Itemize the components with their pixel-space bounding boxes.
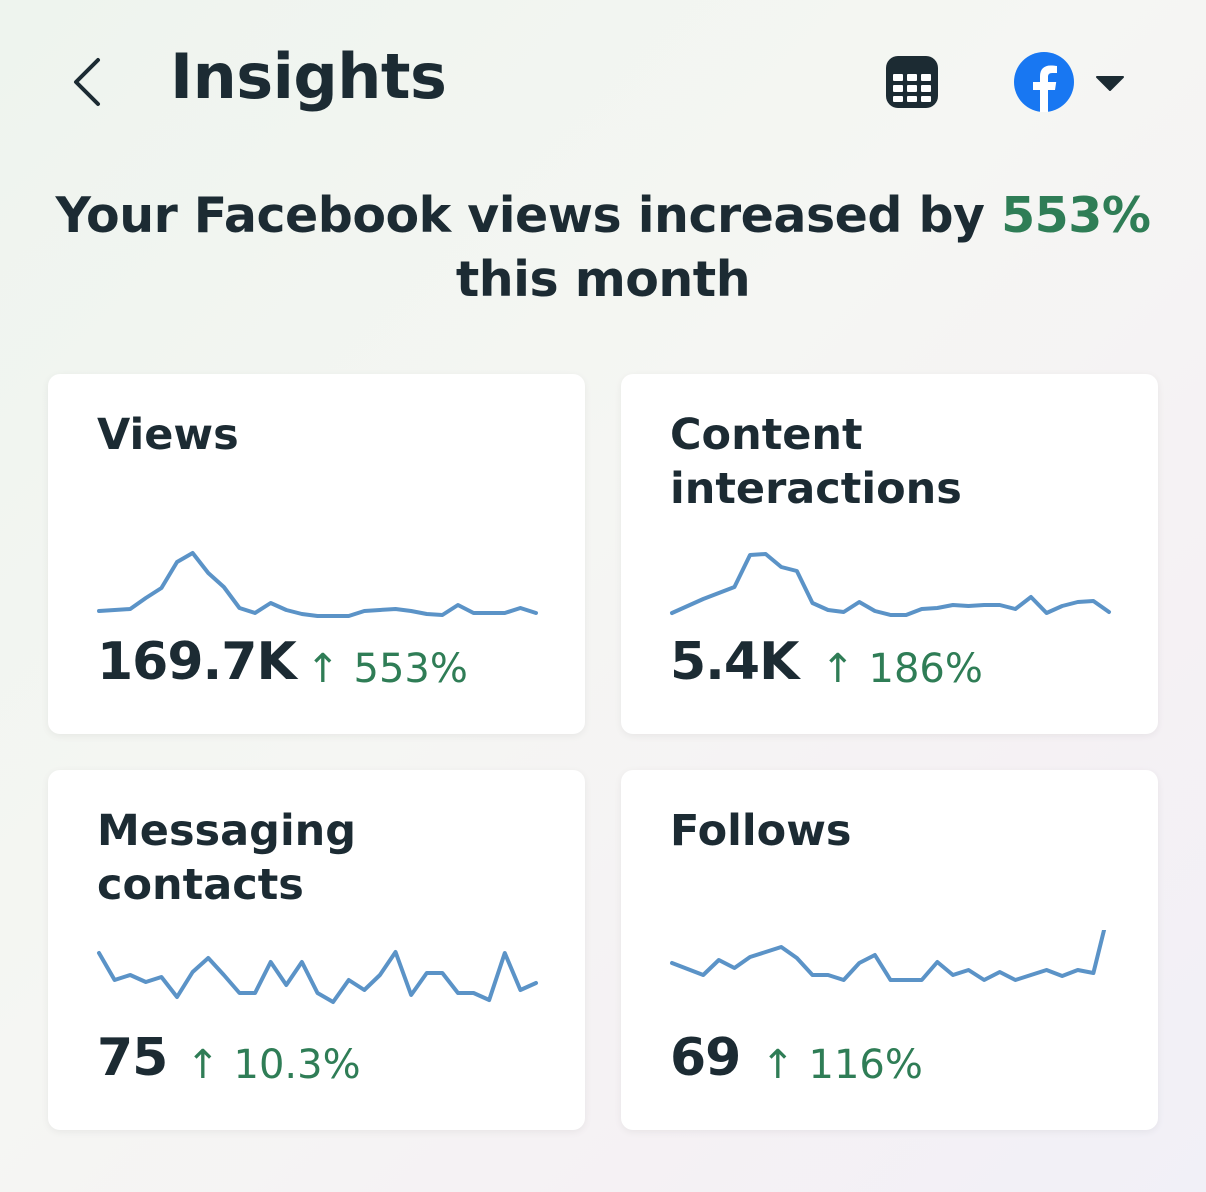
messaging-contacts-card[interactable]: Messaging contacts 75 ↑ 10.3% <box>48 770 585 1130</box>
headline-suffix: this month <box>455 251 751 308</box>
change-percent: 186% <box>868 646 983 692</box>
calendar-button[interactable] <box>884 54 940 110</box>
chevron-left-icon <box>74 58 100 106</box>
arrow-up-icon: ↑ <box>186 1042 220 1088</box>
facebook-icon <box>1014 52 1074 112</box>
card-change: ↑ 553% <box>306 646 468 692</box>
card-change: ↑ 10.3% <box>186 1042 361 1088</box>
sparkline-line <box>670 930 1107 982</box>
content-interactions-sparkline <box>670 552 1111 617</box>
card-value: 75 <box>97 1028 168 1088</box>
arrow-up-icon: ↑ <box>761 1042 795 1088</box>
caret-down-icon <box>1096 76 1124 91</box>
card-title: Views <box>97 410 239 460</box>
change-percent: 10.3% <box>233 1042 361 1088</box>
card-title: Content interactions <box>670 410 962 514</box>
calendar-icon <box>886 56 938 108</box>
views-card[interactable]: Views 169.7K ↑ 553% <box>48 374 585 734</box>
sparkline-line <box>97 950 538 1004</box>
card-title: Messaging contacts <box>97 806 357 910</box>
card-value: 69 <box>670 1028 741 1088</box>
views-sparkline <box>97 551 538 618</box>
card-change: ↑ 116% <box>761 1042 923 1088</box>
change-percent: 553% <box>353 646 468 692</box>
change-percent: 116% <box>808 1042 923 1088</box>
card-value: 5.4K <box>670 632 799 692</box>
content-interactions-card[interactable]: Content interactions 5.4K ↑ 186% <box>621 374 1158 734</box>
card-value: 169.7K <box>97 632 297 692</box>
back-button[interactable] <box>62 52 114 112</box>
follows-card[interactable]: Follows 69 ↑ 116% <box>621 770 1158 1130</box>
card-title: Follows <box>670 806 852 856</box>
messaging-contacts-sparkline <box>97 950 538 1004</box>
arrow-up-icon: ↑ <box>306 646 340 692</box>
headline-prefix: Your Facebook views increased by <box>55 187 1002 244</box>
sparkline-line <box>670 552 1111 617</box>
page-title: Insights <box>170 40 447 113</box>
headline-percent: 553% <box>1001 187 1151 244</box>
summary-headline: Your Facebook views increased by 553% th… <box>0 184 1206 312</box>
follows-sparkline <box>670 930 1107 982</box>
card-change: ↑ 186% <box>821 646 983 692</box>
sparkline-line <box>97 551 538 618</box>
account-switcher[interactable] <box>1012 50 1132 114</box>
arrow-up-icon: ↑ <box>821 646 855 692</box>
